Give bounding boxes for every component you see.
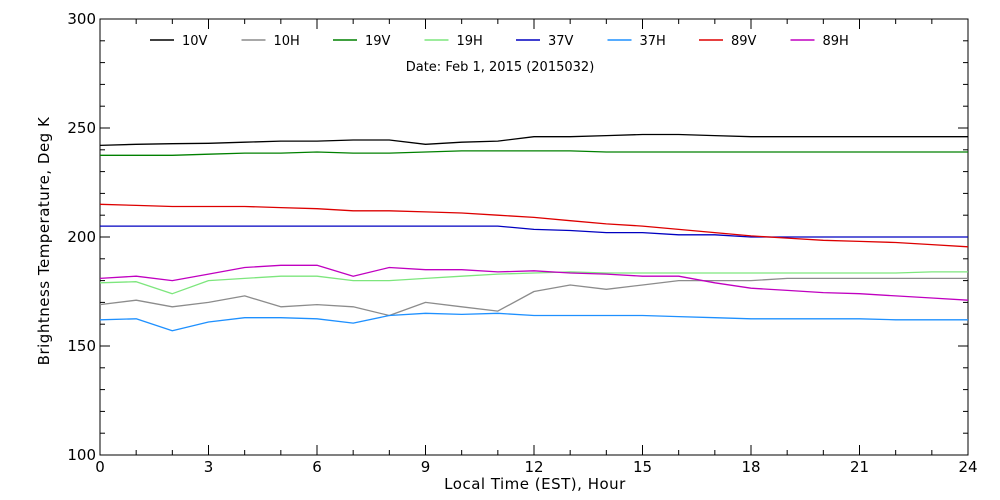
axes: 0 3 6 9 12 15 18 21 24 100 150 200 250 300 (67, 10, 977, 476)
series-line-10v (99, 133, 968, 147)
legend-label-19h: 19H (457, 34, 483, 49)
series-line-19v (100, 150, 968, 156)
legend-label-89h: 89H (823, 34, 849, 49)
x-tick-label: 0 (95, 458, 105, 476)
x-tick-label: 18 (741, 458, 760, 476)
series-line-19h (99, 271, 968, 295)
legend-label-37v: 37V (548, 34, 574, 49)
legend-label-10v: 10V (182, 34, 208, 49)
y-tick-label: 250 (67, 119, 96, 137)
series-lines (99, 133, 969, 332)
legend-label-37h: 37H (640, 34, 666, 49)
x-tick-label: 9 (421, 458, 431, 476)
series-line-89h (99, 264, 969, 301)
y-tick-label: 300 (67, 10, 96, 28)
x-tick-label: 12 (524, 458, 543, 476)
x-tick-label: 15 (633, 458, 652, 476)
y-tick-label: 200 (67, 228, 96, 246)
x-axis-title: Local Time (EST), Hour (444, 475, 626, 493)
x-tick-label: 3 (204, 458, 214, 476)
series-line-10h (99, 277, 968, 317)
series-line-37h (99, 312, 968, 332)
date-annotation: Date: Feb 1, 2015 (2015032) (406, 60, 595, 75)
y-tick-label: 150 (67, 337, 96, 355)
legend-label-19v: 19V (365, 34, 391, 49)
series-line-89v (99, 203, 969, 248)
x-tick-label: 6 (312, 458, 322, 476)
x-tick-label: 21 (850, 458, 869, 476)
legend: 10V 10H 19V 19H 37V 37H 89V 89H (150, 34, 849, 49)
legend-label-89v: 89V (731, 34, 757, 49)
y-axis-title: Brightness Temperature, Deg K (35, 116, 53, 365)
x-tick-label: 24 (958, 458, 977, 476)
legend-label-10h: 10H (274, 34, 300, 49)
y-tick-label: 100 (67, 446, 96, 464)
series-line-37v (100, 225, 968, 238)
